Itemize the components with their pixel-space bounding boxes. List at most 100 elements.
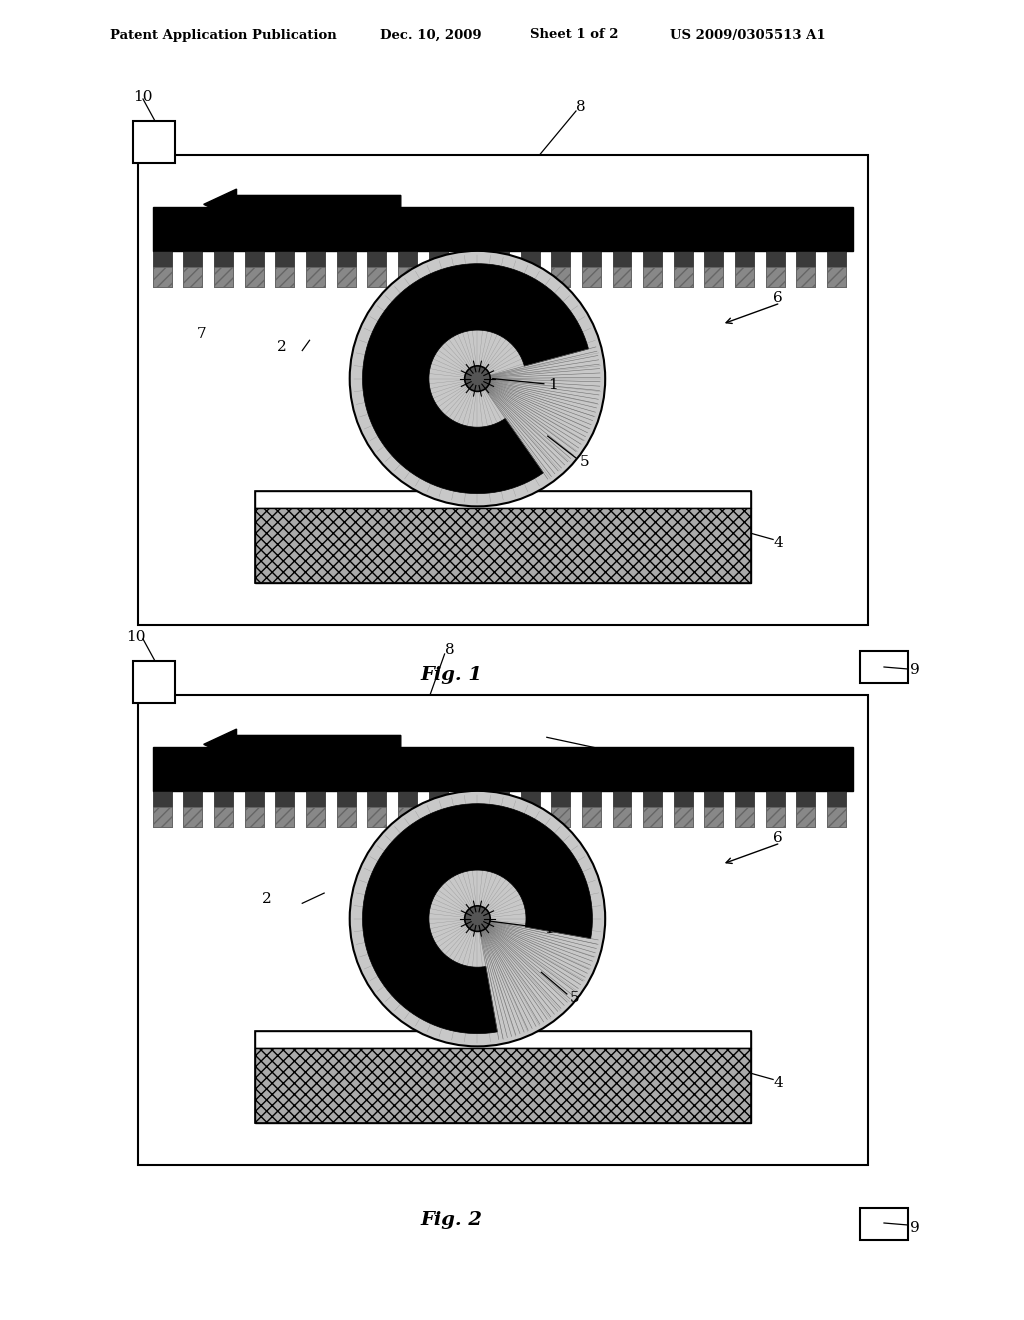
Bar	[255, 491, 752, 508]
Bar	[398, 251, 417, 286]
Bar	[153, 808, 172, 826]
Text: 3: 3	[810, 223, 819, 238]
Bar	[183, 251, 202, 286]
Text: 2: 2	[276, 339, 287, 354]
Text: 10: 10	[126, 630, 145, 644]
Text: 4: 4	[773, 536, 783, 549]
Bar	[306, 267, 325, 286]
Bar	[337, 808, 355, 826]
Bar	[643, 792, 663, 826]
Bar	[306, 792, 325, 826]
Bar	[735, 251, 754, 286]
Bar	[582, 808, 601, 826]
Text: 8: 8	[444, 643, 455, 657]
Bar	[398, 808, 417, 826]
Bar	[428, 808, 447, 826]
Text: US 2009/0305513 A1: US 2009/0305513 A1	[670, 29, 825, 41]
Bar	[153, 267, 172, 286]
FancyArrow shape	[463, 454, 479, 469]
Bar	[612, 251, 632, 286]
Bar	[582, 267, 601, 286]
Ellipse shape	[465, 366, 490, 392]
Bar	[860, 1208, 908, 1239]
Bar	[582, 251, 601, 286]
Bar	[705, 267, 724, 286]
Bar	[797, 251, 815, 286]
Bar	[612, 267, 632, 286]
Bar	[643, 267, 663, 286]
Bar	[827, 792, 846, 826]
Bar	[551, 251, 570, 286]
Bar	[306, 808, 325, 826]
FancyArrow shape	[204, 189, 400, 219]
Bar	[133, 661, 175, 704]
Bar	[827, 808, 846, 826]
Bar	[827, 251, 846, 286]
Bar	[860, 651, 908, 682]
Bar	[337, 267, 355, 286]
Bar	[245, 792, 263, 826]
Bar	[183, 267, 202, 286]
Polygon shape	[362, 264, 589, 494]
Bar	[428, 267, 447, 286]
Bar	[255, 508, 752, 582]
Bar	[214, 251, 232, 286]
Bar	[459, 251, 478, 286]
Bar	[255, 491, 752, 582]
Bar	[459, 267, 478, 286]
Polygon shape	[362, 804, 593, 1034]
Bar	[153, 792, 172, 826]
Ellipse shape	[350, 791, 605, 1047]
Bar	[612, 792, 632, 826]
Text: 10: 10	[133, 90, 153, 104]
Bar	[674, 251, 693, 286]
Bar	[138, 154, 868, 624]
Text: 1: 1	[548, 378, 557, 392]
Bar	[368, 792, 386, 826]
Text: Sheet 1 of 2: Sheet 1 of 2	[530, 29, 618, 41]
Bar	[551, 808, 570, 826]
Bar	[398, 267, 417, 286]
Text: 4: 4	[773, 1076, 783, 1090]
Bar	[398, 792, 417, 826]
Bar	[138, 696, 868, 1166]
Bar	[797, 792, 815, 826]
Bar	[705, 808, 724, 826]
Text: 9: 9	[910, 663, 920, 677]
Bar	[612, 808, 632, 826]
Ellipse shape	[350, 251, 605, 507]
Bar	[183, 808, 202, 826]
Text: Fig. 2: Fig. 2	[421, 1210, 483, 1229]
Ellipse shape	[465, 906, 490, 932]
Bar	[705, 792, 724, 826]
Bar	[337, 251, 355, 286]
Bar	[551, 792, 570, 826]
Bar	[183, 792, 202, 826]
Bar	[459, 808, 478, 826]
Bar	[797, 808, 815, 826]
Bar	[766, 808, 784, 826]
Bar	[520, 792, 540, 826]
Text: 5: 5	[580, 454, 589, 469]
Bar	[255, 1031, 752, 1123]
Bar	[245, 251, 263, 286]
Bar	[214, 808, 232, 826]
Bar	[428, 792, 447, 826]
Text: 3: 3	[664, 754, 673, 768]
Bar	[428, 251, 447, 286]
Bar	[520, 267, 540, 286]
Bar	[674, 808, 693, 826]
Bar	[337, 792, 355, 826]
FancyArrow shape	[420, 977, 433, 990]
Bar	[245, 267, 263, 286]
Text: 2: 2	[262, 892, 271, 907]
Bar	[827, 267, 846, 286]
Bar	[306, 251, 325, 286]
Bar	[766, 251, 784, 286]
Bar	[735, 267, 754, 286]
Text: 9: 9	[910, 1221, 920, 1236]
Text: 8: 8	[575, 100, 586, 114]
Bar	[275, 251, 294, 286]
Text: Patent Application Publication: Patent Application Publication	[110, 29, 337, 41]
Bar	[766, 267, 784, 286]
